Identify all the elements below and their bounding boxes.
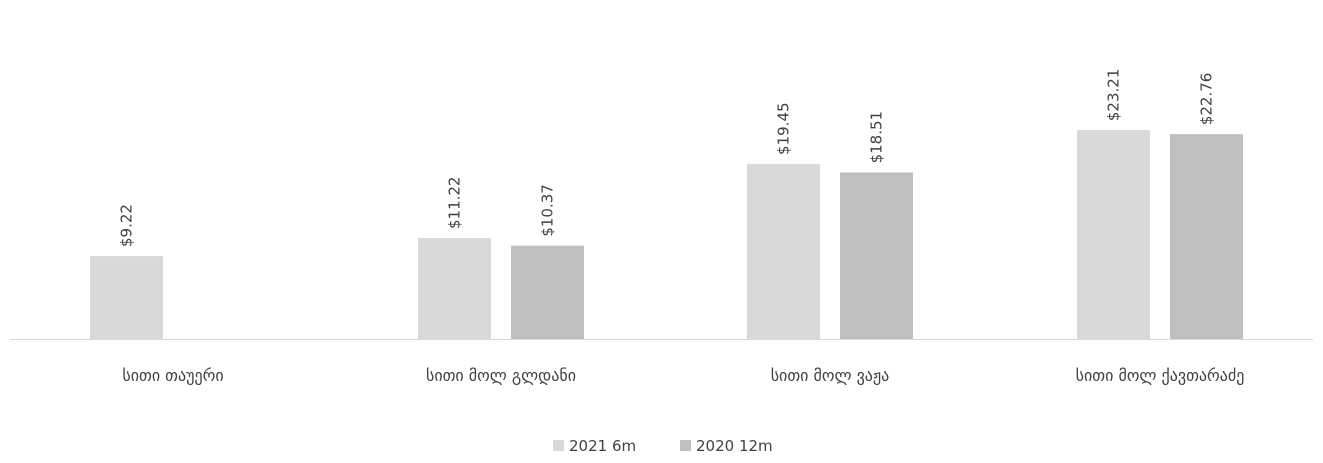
bar-2021-6m-3 bbox=[1077, 130, 1150, 339]
bar-2020-12m-3 bbox=[1170, 134, 1243, 339]
legend-label: 2020 12m bbox=[696, 437, 773, 455]
x-tick-label: სითი თაუერი bbox=[122, 366, 223, 385]
data-label: $22.76 bbox=[1198, 73, 1216, 126]
x-tick-label: სითი მოლ გლდანი bbox=[426, 366, 576, 385]
legend-label: 2021 6m bbox=[569, 437, 636, 455]
bar-2020-12m-2 bbox=[840, 172, 913, 339]
bar-2020-12m-1 bbox=[511, 245, 584, 339]
data-label: $9.22 bbox=[118, 204, 136, 247]
legend-swatch bbox=[680, 440, 691, 451]
bar-2021-6m-1 bbox=[418, 238, 491, 339]
x-tick-label: სითი მოლ ვაჟა bbox=[771, 366, 890, 385]
data-label: $18.51 bbox=[868, 111, 886, 164]
data-label: $11.22 bbox=[446, 177, 464, 230]
bar-2021-6m-2 bbox=[747, 163, 820, 339]
value-labels-layer: $9.22 $11.22 $19.45 $23.21 $10.37 $18.51 $22.7… bbox=[118, 69, 1216, 247]
data-label: $10.37 bbox=[539, 184, 557, 237]
data-label: $23.21 bbox=[1105, 69, 1123, 122]
x-tick-label: სითი მოლ ქავთარაძე bbox=[1076, 366, 1245, 385]
bars-layer bbox=[90, 130, 1243, 339]
legend-swatch bbox=[553, 440, 564, 451]
category-labels-layer: სითი თაუერი სითი მოლ გლდანი სითი მოლ ვაჟა ს… bbox=[122, 366, 1244, 385]
legend-item: 2020 12m bbox=[680, 437, 773, 455]
legend: 2021 6m 2020 12m bbox=[553, 437, 773, 455]
legend-item: 2021 6m bbox=[553, 437, 636, 455]
bar-2021-6m-0 bbox=[90, 256, 163, 339]
data-label: $19.45 bbox=[775, 102, 793, 155]
